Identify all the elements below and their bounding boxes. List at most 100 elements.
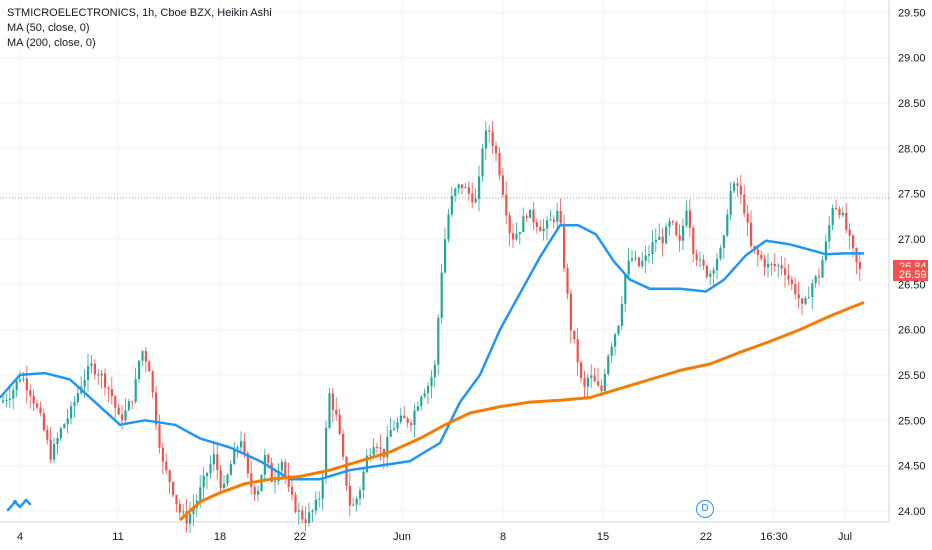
candle-body [661, 236, 664, 244]
candle-body [532, 209, 535, 222]
x-tick-label: 11 [112, 531, 123, 543]
candle-body [794, 284, 797, 295]
candle-body [328, 393, 331, 428]
candle-body [525, 216, 528, 218]
candle-body [321, 476, 324, 499]
candle-body [824, 241, 827, 260]
candle-body [342, 433, 345, 457]
candle-body [767, 263, 770, 268]
candle-body [437, 317, 440, 365]
candle-body [253, 487, 256, 495]
candle-body [648, 254, 651, 256]
candle-body [199, 487, 202, 501]
ma200-legend[interactable]: MA (200, close, 0) [7, 37, 96, 49]
candle-body [770, 263, 773, 265]
candle-body [607, 355, 610, 374]
x-tick-label: 22 [700, 531, 712, 543]
x-tick-label: Jun [393, 531, 411, 543]
candle-body [682, 225, 685, 241]
candle-body [597, 381, 600, 386]
candle-body [512, 233, 515, 240]
candle-body [430, 377, 433, 387]
candle-body [192, 507, 195, 514]
candle-body [631, 258, 634, 261]
y-tick-label: 29.00 [898, 53, 926, 65]
candle-body [518, 232, 521, 234]
candle-body [168, 470, 171, 483]
candle-body [36, 403, 39, 408]
ma50-legend[interactable]: MA (50, close, 0) [7, 22, 90, 34]
y-tick-label: 24.00 [898, 506, 926, 518]
candle-body [787, 275, 790, 280]
candle-body [831, 207, 834, 226]
candle-body [736, 183, 739, 186]
candle-body [828, 225, 831, 242]
candle-body [280, 461, 283, 471]
candle-body [651, 242, 654, 255]
candle-body [172, 482, 175, 496]
dividend-event-marker[interactable]: D [696, 500, 714, 518]
candle-body [481, 148, 484, 177]
candle-body [726, 214, 729, 236]
candle-body [291, 486, 294, 495]
candle-body [675, 222, 678, 236]
candle-body [474, 198, 477, 203]
y-tick-label: 25.00 [898, 415, 926, 427]
candle-body [141, 351, 144, 361]
candle-body [702, 259, 705, 266]
candle-body [59, 428, 62, 439]
candle-body [246, 453, 249, 474]
candle-body [464, 187, 467, 189]
candle-body [178, 504, 181, 513]
candle-body [835, 207, 838, 209]
candle-body [695, 253, 698, 261]
symbol-title[interactable]: STMICROELECTRONICS, 1h, Cboe BZX, Heikin… [7, 7, 272, 19]
candle-body [219, 470, 222, 489]
candle-body [270, 463, 273, 482]
candle-body [5, 400, 8, 402]
y-tick-label: 28.50 [898, 98, 926, 110]
candle-body [413, 410, 416, 426]
candle-body [858, 262, 861, 269]
candle-body [406, 418, 409, 424]
last-price-badge-text: 26.59 [899, 269, 927, 281]
candle-body [2, 400, 5, 403]
candle-body [454, 188, 457, 196]
candle-body [797, 294, 800, 299]
candle-body [542, 228, 545, 232]
candle-body [716, 258, 719, 271]
candle-body [100, 373, 103, 376]
candle-body [90, 363, 93, 367]
candle-body [467, 187, 470, 194]
candle-body [722, 235, 725, 248]
candle-body [212, 454, 215, 465]
candle-body [267, 454, 270, 464]
candle-body [522, 216, 525, 233]
candle-body [505, 194, 508, 216]
candle-body [665, 226, 668, 244]
x-tick-label: 18 [214, 531, 226, 543]
candle-body [25, 378, 28, 391]
candle-body [658, 236, 661, 241]
candle-body [355, 498, 358, 505]
tradingview-logo-icon[interactable] [6, 496, 32, 514]
candle-body [304, 519, 307, 524]
candle-body [335, 409, 338, 415]
candle-body [627, 260, 630, 275]
x-tick-label: 22 [294, 531, 306, 543]
y-tick-label: 25.50 [898, 370, 926, 382]
x-tick-label: 8 [500, 531, 506, 543]
candle-body [423, 393, 426, 397]
candle-body [814, 276, 817, 284]
candle-body [855, 248, 858, 263]
candle-body [807, 297, 810, 299]
candle-body [257, 490, 260, 495]
candle-body [294, 494, 297, 512]
candle-body [529, 209, 532, 218]
candle-body [362, 472, 365, 491]
candle-body [580, 362, 583, 379]
candle-body [600, 385, 603, 391]
y-tick-label: 27.00 [898, 234, 926, 246]
candle-body [444, 239, 447, 273]
